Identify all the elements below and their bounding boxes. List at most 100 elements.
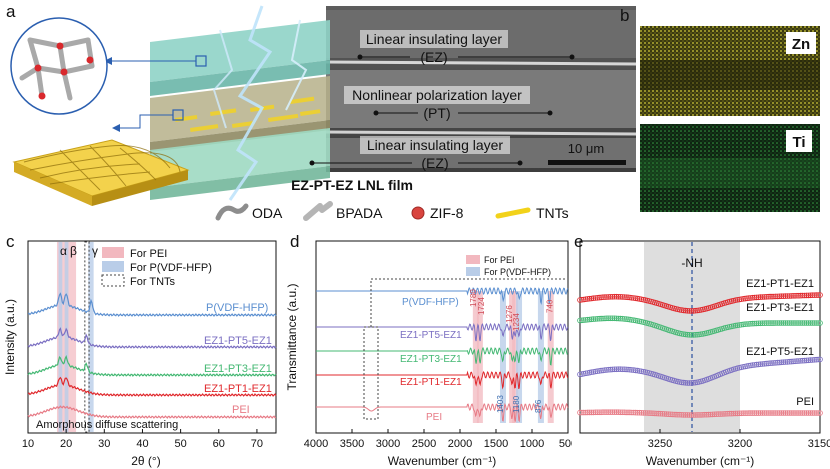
ftir-x-tick-label: 1500: [484, 438, 508, 450]
layer-3-abbr: (EZ): [421, 155, 448, 171]
band-label-1180: 1180: [512, 395, 521, 413]
panel-a-illustration: Linear insulating layer (EZ) Nonlinear p…: [10, 5, 637, 221]
xrd-curve-ez1-pt1-ez1: [27, 376, 277, 397]
layer-3-name: Linear insulating layer: [367, 137, 504, 153]
layer-1-name: Linear insulating layer: [366, 31, 503, 47]
ftir-x-tick-label: 2000: [448, 438, 472, 450]
zoom-curve-ez1-pt3-ez1: [577, 315, 823, 338]
curve-label-pt3: EZ1-PT3-EZ1: [204, 363, 272, 375]
ti-map-label: Ti: [792, 134, 805, 151]
band-label-1724: 1724: [477, 297, 486, 315]
panel-letter-e: e: [574, 232, 584, 251]
curve-label-pt5: EZ1-PT5-EZ1: [204, 335, 272, 347]
legend-swatch-tnts: [101, 274, 125, 287]
xrd-x-tick-label: 30: [98, 438, 110, 450]
legend-pei: For PEI: [130, 248, 167, 260]
xrd-legend: For PEI For P(VDF-HFP) For TNTs: [101, 247, 212, 288]
nh-label: -NH: [681, 256, 702, 270]
legend-label-tnts: TNTs: [536, 205, 569, 221]
ftir-legend-swatch-pvdf: [466, 267, 480, 276]
peak-label-beta: β: [70, 244, 77, 258]
layer-2-abbr: (PT): [423, 105, 450, 121]
ftir-curve-ez1-pt1-ez1: [316, 370, 569, 390]
band-label-1234: 1234: [512, 313, 521, 331]
layer-1-abbr: (EZ): [420, 49, 447, 65]
xrd-x-tick-label: 70: [251, 438, 263, 450]
ftir-legend-pei: For PEI: [484, 255, 515, 265]
zoom-x-tick-label: 3150: [808, 438, 830, 450]
zoom-frame: [579, 240, 821, 434]
legend-pvdf: For P(VDF-HFP): [130, 262, 212, 274]
ftir-frame: [315, 240, 569, 434]
legend-label-oda: ODA: [252, 205, 283, 221]
zif8-icon: [411, 206, 425, 220]
zoom-link-line: [370, 278, 566, 327]
oda-icon: [215, 203, 249, 221]
zoom-label-pt3: EZ1-PT3-EZ1: [746, 302, 814, 314]
legend-label-bpada: BPADA: [336, 205, 383, 221]
tnt-mesh-inset: [12, 139, 190, 206]
band-label-740: 740: [546, 299, 555, 313]
ftir-legend: For PEI For P(VDF-HFP): [466, 255, 551, 277]
zoom-curve-ez1-pt5-ez1: [577, 356, 823, 386]
ftir-x-tick-label: 2500: [412, 438, 436, 450]
arrow-middle: [118, 114, 173, 129]
zoom-x-tick-label: 3250: [648, 438, 672, 450]
panel-letter-a: a: [6, 2, 16, 21]
ftir-curve-ez1-pt3-ez1: [316, 346, 569, 366]
xrd-x-tick-label: 60: [213, 438, 225, 450]
ftir-band-pei-1724: [476, 291, 483, 423]
sem-interface-1: [325, 60, 637, 66]
ftir-band-pei-1780: [472, 291, 479, 423]
band-label-876: 876: [534, 399, 543, 413]
legend-tnts: For TNTs: [130, 276, 176, 288]
ftir-band-pei-1234: [512, 291, 519, 423]
zoom-label-pt1: EZ1-PT1-EZ1: [746, 278, 814, 290]
zoom-curve-ez1-pt1-ez1: [577, 292, 823, 314]
ftir-curve-label-pei: PEI: [426, 412, 442, 423]
panel-b-eds-maps: Zn Ti: [640, 26, 820, 212]
band-pvdf-beta: [64, 242, 69, 432]
ftir-legend-pvdf: For P(VDF-HFP): [484, 267, 551, 277]
ftir-x-tick-label: 1000: [520, 438, 544, 450]
band-pvdf-alpha: [58, 242, 63, 432]
ftir-curve-label-pt3: EZ1-PT3-EZ1: [400, 354, 462, 365]
nh-zoom-box: [363, 326, 379, 420]
band-pvdf-gamma: [88, 242, 94, 432]
sem-interface-2: [325, 130, 637, 136]
panel-c-xrd-chart: 10 20 30 40 50 60 70 α β γ For PEI For P(VDF-H…: [3, 240, 277, 468]
xrd-curve-ez1-pt5-ez1: [27, 327, 277, 349]
ftir-x-tick-label: 4000: [304, 438, 328, 450]
xrd-x-tick-label: 10: [22, 438, 34, 450]
ftir-band-pvdf-876: [537, 291, 544, 423]
curve-label-pei: PEI: [232, 404, 250, 416]
component-legend: ODA BPADA ZIF-8 TNTs: [215, 201, 569, 221]
annotation-amorphous: Amorphous diffuse scattering: [36, 419, 178, 431]
peak-label-alpha: α: [60, 244, 67, 258]
zoom-label-pei: PEI: [796, 396, 814, 408]
layer-labels: Linear insulating layer (EZ) Nonlinear p…: [309, 30, 575, 171]
ftir-legend-swatch-pei: [466, 255, 480, 264]
ftir-x-tick-label: 3000: [376, 438, 400, 450]
ftir-curve-label-pt1: EZ1-PT1-EZ1: [400, 377, 462, 388]
layer-2-name: Nonlinear polarization layer: [352, 87, 522, 103]
ftir-y-axis-label: Transmittance (a.u.): [285, 284, 299, 391]
ftir-curve-label-pt5: EZ1-PT5-EZ1: [400, 330, 462, 341]
zoom-x-tick-label: 3200: [728, 438, 752, 450]
legend-swatch-pvdf: [102, 261, 124, 272]
tnts-icon: [495, 207, 531, 219]
ftir-x-axis-label: Wavenumber (cm⁻¹): [388, 454, 497, 468]
scale-bar: [548, 160, 626, 165]
legend-swatch-pei: [102, 247, 124, 258]
xrd-x-axis-label: 2θ (°): [131, 454, 160, 468]
band-label-1780: 1780: [469, 289, 478, 307]
ftir-x-tick-label: 500: [559, 438, 572, 450]
ftir-band-pvdf-1180: [516, 291, 523, 423]
ftir-curve-pei: [316, 402, 569, 423]
xrd-curve-ez1-pt3-ez1: [27, 354, 277, 377]
band-label-1403: 1403: [496, 395, 505, 413]
panel-letter-d: d: [290, 232, 300, 251]
ftir-x-tick-label: 3500: [340, 438, 364, 450]
ftir-band-pei-740: [547, 291, 554, 423]
